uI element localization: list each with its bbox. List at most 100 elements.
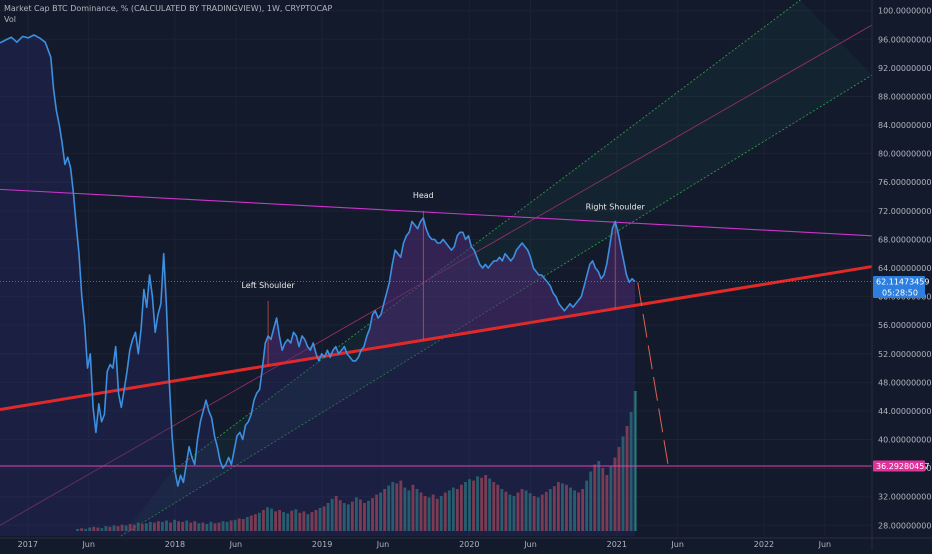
volume-bar	[92, 526, 96, 531]
x-tick-label: Jun	[670, 540, 684, 549]
volume-bar	[480, 477, 484, 531]
volume-bar	[249, 515, 253, 531]
volume-bar	[338, 500, 342, 531]
volume-bar	[508, 494, 512, 531]
volume-bar	[460, 484, 463, 531]
volume-bar	[245, 517, 249, 531]
volume-bar	[540, 494, 544, 531]
volume-bar	[561, 483, 564, 531]
volume-bar	[124, 525, 128, 531]
volume-bar	[500, 489, 504, 531]
volume-bar	[431, 494, 435, 531]
volume-bar	[496, 484, 500, 531]
volume-bar	[532, 496, 536, 531]
volume-bar	[488, 478, 492, 531]
volume-bar	[88, 527, 92, 531]
chart-title: Market Cap BTC Dominance, % (CALCULATED …	[4, 4, 333, 13]
volume-bar	[451, 487, 455, 531]
volume-bar	[76, 528, 80, 531]
y-tick-label: 68.00000000	[878, 235, 931, 244]
volume-bar	[165, 520, 168, 531]
volume-bar	[528, 493, 532, 531]
pattern-label: Head	[413, 191, 434, 200]
volume-bar	[468, 479, 471, 531]
x-tick-label: Jun	[523, 540, 537, 549]
volume-bar	[100, 528, 104, 531]
volume-bar	[585, 480, 589, 531]
x-tick-label: 2022	[754, 540, 774, 549]
volume-bar	[144, 523, 148, 531]
volume-bar	[262, 510, 265, 531]
volume-bar	[229, 520, 233, 531]
y-tick-label: 44.00000000	[878, 407, 931, 416]
volume-bar	[116, 526, 120, 531]
volume-bar	[294, 509, 298, 531]
volume-bar	[330, 498, 334, 531]
volume-bar	[270, 508, 273, 531]
volume-bar	[278, 510, 282, 531]
volume-bar	[492, 482, 496, 531]
volume-bar	[225, 521, 229, 531]
volume-bar	[544, 491, 548, 531]
channel-upper-line	[171, 0, 801, 472]
volume-bar	[605, 475, 609, 531]
volume-bar	[399, 480, 403, 531]
volume-bar	[96, 527, 100, 531]
volume-bar	[403, 487, 407, 531]
volume-bar	[173, 519, 176, 531]
volume-bar	[310, 512, 314, 531]
volume-bar	[213, 523, 217, 531]
volume-bar	[593, 464, 597, 531]
volume-bar	[419, 492, 423, 531]
volume-bar	[536, 497, 540, 531]
volume-bar	[621, 436, 625, 531]
volume-bar	[552, 486, 556, 531]
volume-bar	[435, 498, 439, 531]
volume-bar	[476, 476, 479, 531]
y-tick-label: 52.00000000	[878, 350, 931, 359]
support-price-tag-bg	[873, 460, 925, 472]
x-tick-label: 2018	[165, 540, 185, 549]
channel-lower-line	[120, 74, 873, 537]
trendline-layer[interactable]	[0, 188, 873, 467]
volume-bar	[447, 490, 451, 531]
volume-bar	[241, 519, 245, 531]
volume-bar	[391, 482, 395, 531]
volume-bar	[556, 482, 560, 531]
current-price-tag-text: 62.11473459	[876, 277, 929, 286]
volume-bar	[589, 471, 593, 531]
y-tick-label: 80.00000000	[878, 150, 931, 159]
volume-bar	[625, 426, 629, 531]
y-tick-label: 72.00000000	[878, 207, 931, 216]
volume-bar	[193, 521, 197, 531]
volume-bar	[597, 461, 601, 531]
volume-bar	[363, 503, 366, 531]
volume-bar	[581, 489, 585, 531]
volume-bar	[427, 497, 431, 531]
x-tick-label: 2017	[18, 540, 38, 549]
volume-bar	[407, 490, 411, 531]
volume-bar	[185, 520, 189, 531]
volume-bar	[375, 494, 378, 531]
volume-bar	[161, 521, 164, 531]
volume-bar	[569, 487, 572, 531]
volume-bar	[613, 457, 617, 531]
x-tick-label: 2021	[607, 540, 627, 549]
volume-bar	[359, 499, 362, 531]
x-tick-label: 2020	[459, 540, 479, 549]
volume-bar	[334, 496, 338, 531]
volume-bar	[80, 528, 84, 531]
volume-bar	[573, 490, 576, 531]
volume-bar	[379, 492, 383, 531]
volume-bar	[217, 522, 221, 531]
volume-bar	[282, 512, 286, 531]
price-area-fill	[0, 35, 635, 536]
volume-bar	[156, 521, 160, 531]
volume-bar	[132, 524, 136, 531]
volume-bar	[633, 391, 637, 531]
price-layer	[0, 34, 872, 487]
volume-bar	[629, 412, 633, 531]
